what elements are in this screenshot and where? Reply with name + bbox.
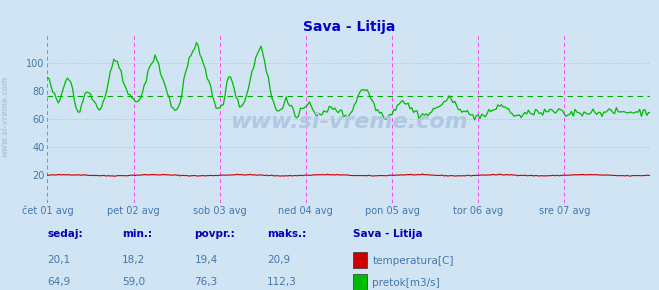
Text: 20,9: 20,9 — [267, 255, 290, 265]
Text: 64,9: 64,9 — [47, 277, 71, 287]
Text: min.:: min.: — [122, 229, 152, 239]
Text: maks.:: maks.: — [267, 229, 306, 239]
Text: 18,2: 18,2 — [122, 255, 145, 265]
Text: 112,3: 112,3 — [267, 277, 297, 287]
Text: 76,3: 76,3 — [194, 277, 217, 287]
Text: temperatura[C]: temperatura[C] — [372, 256, 454, 266]
Text: 19,4: 19,4 — [194, 255, 217, 265]
Title: Sava - Litija: Sava - Litija — [302, 20, 395, 34]
Text: 20,1: 20,1 — [47, 255, 71, 265]
Text: sedaj:: sedaj: — [47, 229, 83, 239]
Text: Sava - Litija: Sava - Litija — [353, 229, 422, 239]
Text: 59,0: 59,0 — [122, 277, 145, 287]
Text: www.si-vreme.com: www.si-vreme.com — [230, 112, 468, 132]
Text: pretok[m3/s]: pretok[m3/s] — [372, 278, 440, 288]
Text: povpr.:: povpr.: — [194, 229, 235, 239]
Text: www.si-vreme.com: www.si-vreme.com — [1, 75, 10, 157]
